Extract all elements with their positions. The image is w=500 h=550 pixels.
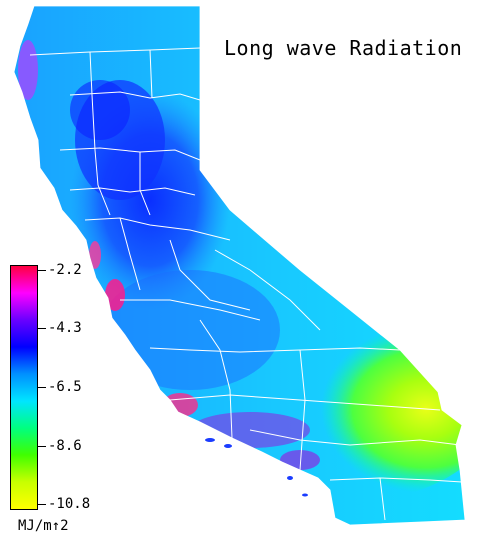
colorbar-unit-label: MJ/m↑2 [18, 518, 69, 534]
colorbar-tick-label: -10.8 [48, 496, 91, 512]
channel-islands [205, 438, 308, 497]
colorbar-tick-label: -4.3 [48, 320, 82, 336]
colorbar-tick [38, 504, 46, 505]
colorbar-legend [10, 265, 38, 510]
colorbar-tick [38, 328, 46, 329]
colorbar-tick [38, 270, 46, 271]
colorbar-tick-label: -8.6 [48, 438, 82, 454]
map-title: Long wave Radiation [224, 36, 463, 60]
county-boundaries [29, 47, 463, 521]
colorbar-tick-label: -2.2 [48, 262, 82, 278]
colorbar-tick-label: -6.5 [48, 379, 82, 395]
colorbar-tick [38, 446, 46, 447]
colorbar-tick [38, 387, 46, 388]
